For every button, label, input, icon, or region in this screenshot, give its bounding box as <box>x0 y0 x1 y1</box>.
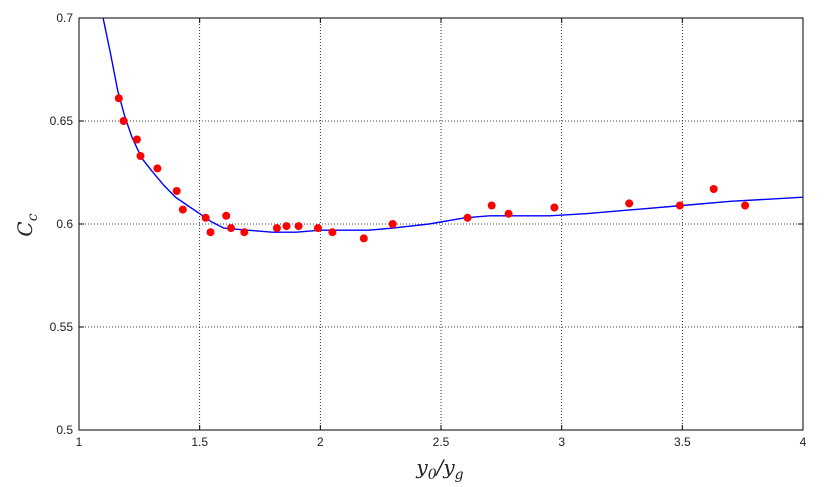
data-point <box>463 213 472 222</box>
data-point <box>359 234 368 243</box>
data-point <box>119 117 128 125</box>
data-point <box>153 164 162 173</box>
data-point <box>240 228 249 237</box>
data-point <box>709 185 718 193</box>
data-point <box>201 213 210 222</box>
data-point <box>328 228 337 237</box>
x-tick-label: 2.5 <box>433 435 450 449</box>
data-point <box>625 199 634 208</box>
x-tick-label: 3.5 <box>674 435 691 449</box>
data-point <box>114 94 123 103</box>
data-point <box>504 209 513 218</box>
data-point <box>227 224 235 233</box>
data-points-layer <box>114 94 750 243</box>
data-point <box>272 224 281 233</box>
fit-curve-layer <box>102 18 803 233</box>
data-point <box>487 201 496 210</box>
data-point <box>550 203 559 212</box>
data-point <box>206 228 215 237</box>
x-axis-label: y0/yg <box>415 455 463 483</box>
x-tick-label: 1 <box>76 435 83 449</box>
y-tick-label: 0.7 <box>56 11 73 25</box>
axis-ticks: 1 1.5 2 2.5 3 3.5 4 0.5 0.55 0.6 0.65 0.7 <box>50 11 807 449</box>
x-tick-label: 4 <box>800 435 807 449</box>
x-tick-label: 2 <box>317 435 324 449</box>
data-point <box>294 222 303 231</box>
data-point <box>136 152 145 160</box>
x-tick-label: 1.5 <box>191 435 208 449</box>
data-point <box>675 201 684 210</box>
data-point <box>178 205 187 214</box>
grid <box>79 18 803 430</box>
y-tick-label: 0.55 <box>50 320 74 334</box>
data-point <box>172 187 181 195</box>
y-axis-label: Cc <box>13 213 41 236</box>
data-point <box>282 222 291 231</box>
data-point <box>313 224 322 233</box>
data-point <box>741 201 750 210</box>
data-point <box>388 220 397 228</box>
y-tick-label: 0.5 <box>56 423 73 437</box>
data-point <box>222 211 231 220</box>
data-point <box>132 135 141 144</box>
x-tick-label: 3 <box>558 435 565 449</box>
y-tick-label: 0.6 <box>56 217 73 231</box>
fit-curve <box>102 18 803 233</box>
y-tick-label: 0.65 <box>50 114 74 128</box>
